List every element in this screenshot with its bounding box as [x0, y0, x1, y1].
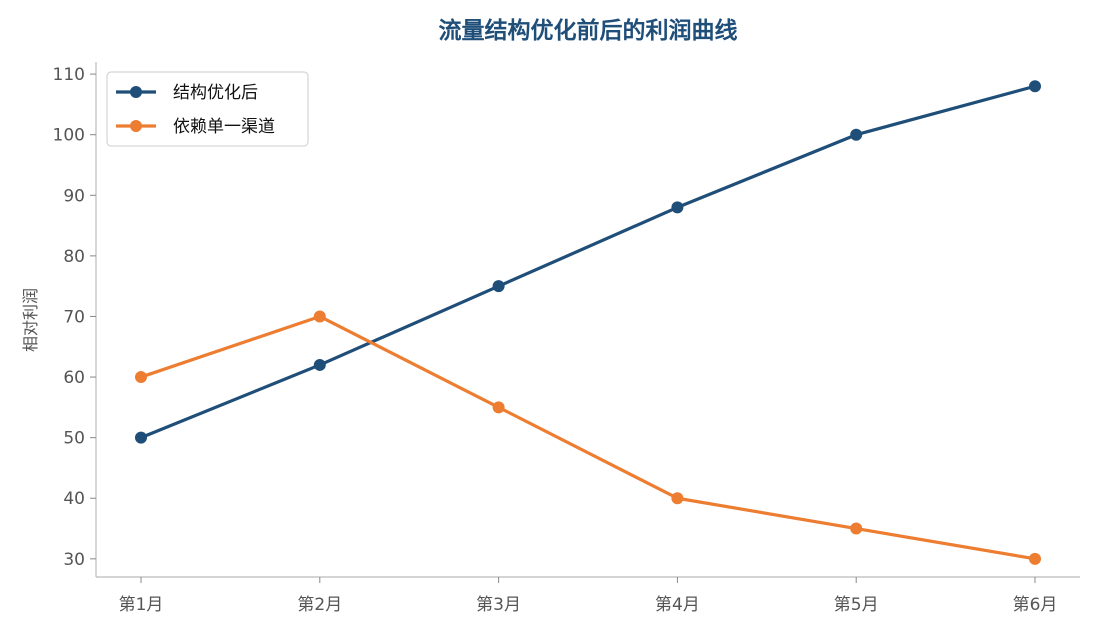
x-tick-label: 第2月	[297, 595, 342, 615]
y-axis-label: 相对利润	[21, 288, 40, 352]
y-tick-label: 80	[63, 247, 85, 267]
data-point	[313, 358, 326, 371]
y-axis-ticks: 30 40 50 60 70 80 90 100 110	[53, 65, 96, 570]
data-point	[1029, 80, 1041, 93]
y-tick-label: 30	[63, 550, 85, 570]
y-tick-label: 110	[53, 65, 85, 85]
data-point	[850, 128, 863, 141]
x-tick-label: 第1月	[119, 595, 164, 615]
x-tick-label: 第4月	[655, 595, 700, 615]
y-tick-label: 100	[53, 126, 85, 146]
x-tick-label: 第6月	[1013, 595, 1058, 615]
y-tick-label: 70	[63, 307, 85, 327]
legend-box	[106, 71, 309, 147]
data-point	[1029, 552, 1041, 565]
legend-marker	[130, 120, 142, 132]
data-point	[492, 280, 505, 293]
y-tick-label: 40	[63, 489, 85, 509]
legend-item: 结构优化后	[116, 83, 258, 103]
series-layer	[135, 80, 1041, 565]
chart-title: 流量结构优化前后的利润曲线	[439, 17, 738, 44]
series-2	[135, 310, 1041, 565]
data-point	[313, 310, 326, 323]
legend-marker	[130, 86, 142, 98]
data-point	[850, 522, 863, 535]
data-point	[671, 492, 684, 505]
x-axis-ticks: 第1月 第2月 第3月 第4月 第5月 第6月	[119, 577, 1058, 615]
series-line	[139, 314, 1037, 561]
data-point	[135, 371, 147, 384]
x-tick-label: 第3月	[476, 595, 521, 615]
y-tick-label: 50	[63, 429, 85, 449]
data-point	[492, 401, 505, 414]
x-tick-label: 第5月	[834, 595, 879, 615]
y-tick-label: 60	[63, 368, 85, 388]
data-point	[135, 431, 147, 444]
legend-label: 结构优化后	[173, 83, 258, 103]
series-1	[135, 80, 1041, 444]
legend-item: 依赖单一渠道	[116, 117, 275, 137]
series-line	[139, 84, 1037, 440]
data-point	[671, 201, 684, 214]
y-tick-label: 90	[63, 186, 85, 206]
legend-label: 依赖单一渠道	[173, 117, 275, 137]
